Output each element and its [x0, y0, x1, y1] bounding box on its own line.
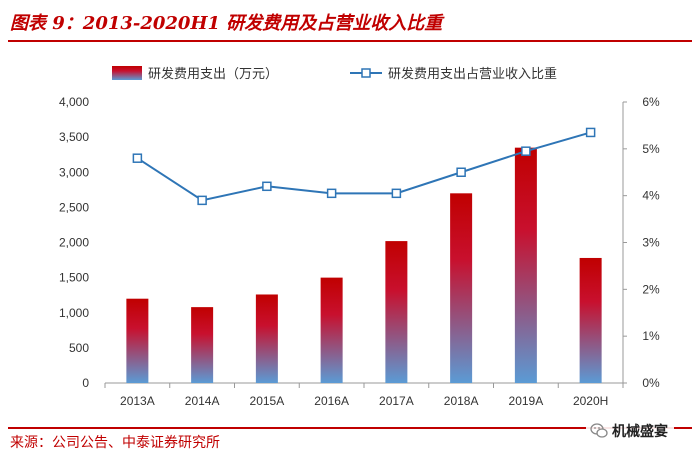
line-point — [456, 167, 466, 177]
x-tick-label: 2019A — [509, 394, 544, 408]
source-note: 来源：公司公告、中泰证券研究所 — [10, 435, 220, 451]
x-tick-label: 2017A — [379, 394, 414, 408]
x-tick-label: 2015A — [250, 394, 285, 408]
bar-series — [126, 147, 602, 383]
combo-chart: 研发费用支出（万元） 研发费用支出占营业收入比重 0 500 1,000 1,500 2… — [59, 66, 660, 408]
chart-title: 图表 9：2013-2020H1 研发费用及占营业收入比重 — [10, 13, 443, 34]
legend-line-marker — [361, 68, 371, 78]
y-right-tick-label: 2% — [642, 282, 660, 296]
bar — [191, 307, 214, 383]
y-right-tick-label: 4% — [642, 189, 660, 203]
line-point — [262, 181, 272, 192]
y-left-tick-label: 0 — [82, 376, 89, 390]
line-series — [132, 127, 596, 206]
y-left-tick-label: 1,500 — [59, 271, 89, 285]
y-right-tick-label: 1% — [642, 329, 660, 343]
watermark-text: 机械盛宴 — [612, 424, 668, 440]
x-tick-label: 2018A — [444, 394, 479, 408]
y-right-tick-label: 3% — [642, 236, 660, 250]
bar — [579, 257, 602, 383]
y-left-tick-label: 2,500 — [59, 200, 89, 214]
y-left-tick-label: 2,000 — [59, 236, 89, 250]
bar — [255, 294, 278, 383]
line-point — [197, 195, 207, 206]
watermark: 机械盛宴 — [586, 420, 674, 442]
line-point — [132, 153, 143, 163]
footer-divider — [8, 427, 692, 429]
x-tick-label: 2013A — [120, 394, 155, 408]
y-left-tick-label: 3,000 — [59, 165, 89, 179]
title-divider — [8, 40, 692, 42]
wechat-icon — [590, 423, 608, 438]
legend-line-label: 研发费用支出占营业收入比重 — [388, 66, 557, 82]
x-tick-label: 2016A — [314, 394, 349, 408]
line-point — [391, 188, 402, 199]
x-tick-label: 2014A — [185, 394, 220, 408]
bar — [385, 241, 408, 383]
y-left-tick-label: 1,000 — [59, 306, 89, 320]
bar — [450, 193, 473, 383]
legend: 研发费用支出（万元） 研发费用支出占营业收入比重 — [112, 66, 557, 82]
bar — [320, 277, 343, 383]
legend-bar-label: 研发费用支出（万元） — [148, 66, 278, 82]
y-right-tick-label: 5% — [642, 142, 660, 156]
y-right-tick-label: 6% — [642, 95, 660, 109]
x-tick-label: 2020H — [573, 394, 608, 408]
y-left-tick-label: 500 — [69, 341, 89, 355]
y-right-tick-label: 0% — [642, 376, 660, 390]
legend-bar-swatch — [112, 66, 142, 80]
title-row: 图表 9：2013-2020H1 研发费用及占营业收入比重 — [0, 0, 700, 40]
axes: 0 500 1,000 1,500 2,000 2,500 3,000 3,500 4,000 0… — [59, 95, 660, 408]
y-left-tick-label: 4,000 — [59, 95, 89, 109]
line-point — [521, 146, 531, 156]
line-point — [326, 188, 337, 199]
ratio-line — [136, 131, 591, 202]
bar — [514, 147, 537, 383]
line-point — [585, 127, 596, 138]
bar — [126, 298, 149, 383]
y-left-tick-label: 3,500 — [59, 130, 89, 144]
